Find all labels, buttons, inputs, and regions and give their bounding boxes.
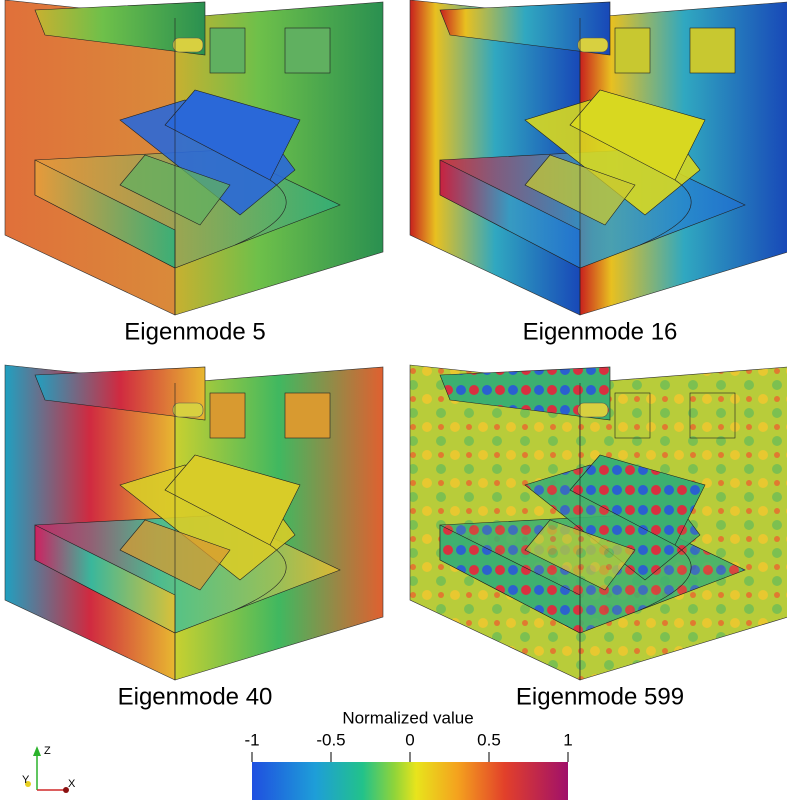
cylinder xyxy=(577,37,609,53)
top-channel xyxy=(439,366,611,421)
axis-label: X xyxy=(68,778,76,790)
port xyxy=(689,392,736,439)
reflector-top xyxy=(569,454,706,546)
rendering xyxy=(4,0,384,316)
top-channel xyxy=(34,366,206,421)
colorbar-tick-label: 1 xyxy=(563,730,572,749)
panel-label: Eigenmode 5 xyxy=(124,318,265,345)
axis-label: Z xyxy=(44,745,51,757)
panel-label: Eigenmode 40 xyxy=(118,683,273,710)
colorbar-title: Normalized value xyxy=(342,708,473,727)
colorbar-tick-label: -0.5 xyxy=(316,730,345,749)
dish xyxy=(639,544,692,611)
colorbar-tick-label: 0.5 xyxy=(477,730,501,749)
reflector xyxy=(119,464,296,581)
rendering xyxy=(409,364,787,681)
dish xyxy=(234,544,287,611)
cylinder xyxy=(577,402,609,418)
port xyxy=(209,392,246,439)
reflector xyxy=(119,99,296,216)
colorbar-tick-label: 0 xyxy=(405,730,414,749)
top-channel xyxy=(34,1,206,56)
reflector-top xyxy=(569,89,706,181)
colorbar-tick-label: -1 xyxy=(244,730,259,749)
axes-triad: Z Y X xyxy=(22,745,76,793)
port xyxy=(209,27,246,74)
port xyxy=(284,27,331,74)
port xyxy=(689,27,736,74)
cylinder xyxy=(172,37,204,53)
reflector-top xyxy=(164,454,301,546)
cylinder xyxy=(172,402,204,418)
port xyxy=(614,27,651,74)
dish xyxy=(234,179,287,246)
port xyxy=(284,392,331,439)
reflector-top xyxy=(164,89,301,181)
panel-label: Eigenmode 16 xyxy=(523,318,678,345)
reflector xyxy=(524,99,701,216)
colorbar xyxy=(252,762,568,800)
port xyxy=(614,392,651,439)
top-channel xyxy=(439,1,611,56)
panel-label: Eigenmode 599 xyxy=(516,683,684,710)
dish xyxy=(639,179,692,246)
reflector xyxy=(524,464,701,581)
rendering xyxy=(4,364,384,681)
rendering xyxy=(409,0,787,316)
axis-label: Y xyxy=(22,774,30,786)
